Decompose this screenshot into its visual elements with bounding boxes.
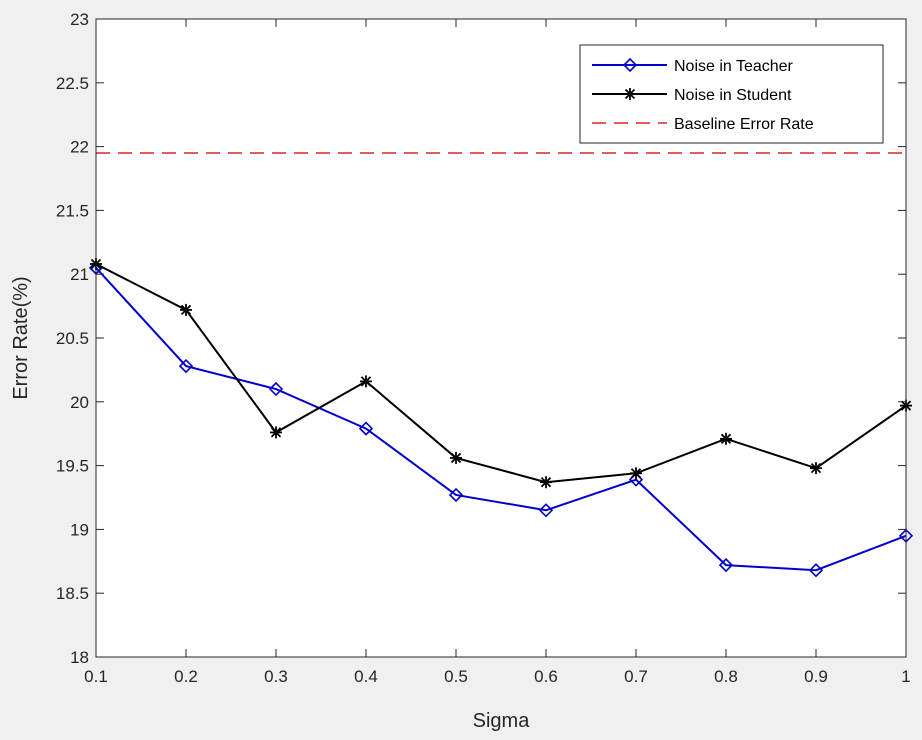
y-tick-label: 19 (70, 520, 89, 539)
y-tick-label: 20 (70, 393, 89, 412)
y-tick-label: 22 (70, 138, 89, 157)
x-tick-label: 0.3 (264, 667, 288, 686)
x-tick-label: 0.1 (84, 667, 108, 686)
y-tick-label: 18 (70, 648, 89, 667)
legend-marker-1 (622, 57, 638, 73)
series-1-point (718, 557, 734, 573)
series-2-point (810, 462, 822, 475)
x-tick-label: 0.2 (174, 667, 198, 686)
y-axis-label: Error Rate(%) (10, 276, 32, 399)
series-line-1 (95, 267, 907, 572)
series-1-point (178, 358, 194, 374)
series-1-point (538, 503, 554, 518)
series-2-point (540, 476, 552, 489)
legend-label-1: Noise in Teacher (674, 58, 794, 75)
y-tick-label: 21 (70, 265, 89, 284)
y-tick-label: 21.5 (56, 201, 89, 220)
axes: 0.1 0.2 0.3 0.4 0.5 0.6 0.7 0.8 0.9 1 18 18.5 19 19.5… (56, 10, 911, 686)
series-2-point (360, 375, 372, 388)
y-tick-label: 19.5 (56, 457, 89, 476)
series-2-point (630, 467, 642, 480)
series-1-point (808, 563, 824, 578)
y-tick-label: 20.5 (56, 329, 89, 348)
chart-marks (88, 152, 914, 578)
legend-marker-2 (624, 88, 636, 100)
legend: Noise in Teacher Noise in Student Baseline… (579, 44, 884, 144)
x-tick-label: 0.5 (444, 667, 468, 686)
x-tick-label: 0.8 (714, 667, 738, 686)
legend-label-3: Baseline Error Rate (674, 116, 814, 133)
x-tick-label: 0.9 (804, 667, 828, 686)
series-2-point (450, 451, 462, 464)
x-tick-label: 0.6 (534, 667, 558, 686)
y-tick-label: 18.5 (56, 584, 89, 603)
series-line-2 (95, 263, 907, 484)
series-2-point (270, 426, 282, 439)
series-1-point (268, 381, 284, 397)
x-tick-label: 1 (901, 667, 910, 686)
legend-label-2: Noise in Student (674, 87, 792, 104)
y-tick-label: 23 (70, 10, 89, 29)
series-2-point (180, 303, 192, 316)
series-1-point (358, 421, 374, 436)
x-tick-label: 0.4 (354, 667, 378, 686)
series-1-point (448, 487, 464, 503)
y-tick-label: 22.5 (56, 74, 89, 93)
series-2-point (720, 432, 732, 445)
x-tick-label: 0.7 (624, 667, 648, 686)
x-axis-label: Sigma (473, 710, 531, 732)
